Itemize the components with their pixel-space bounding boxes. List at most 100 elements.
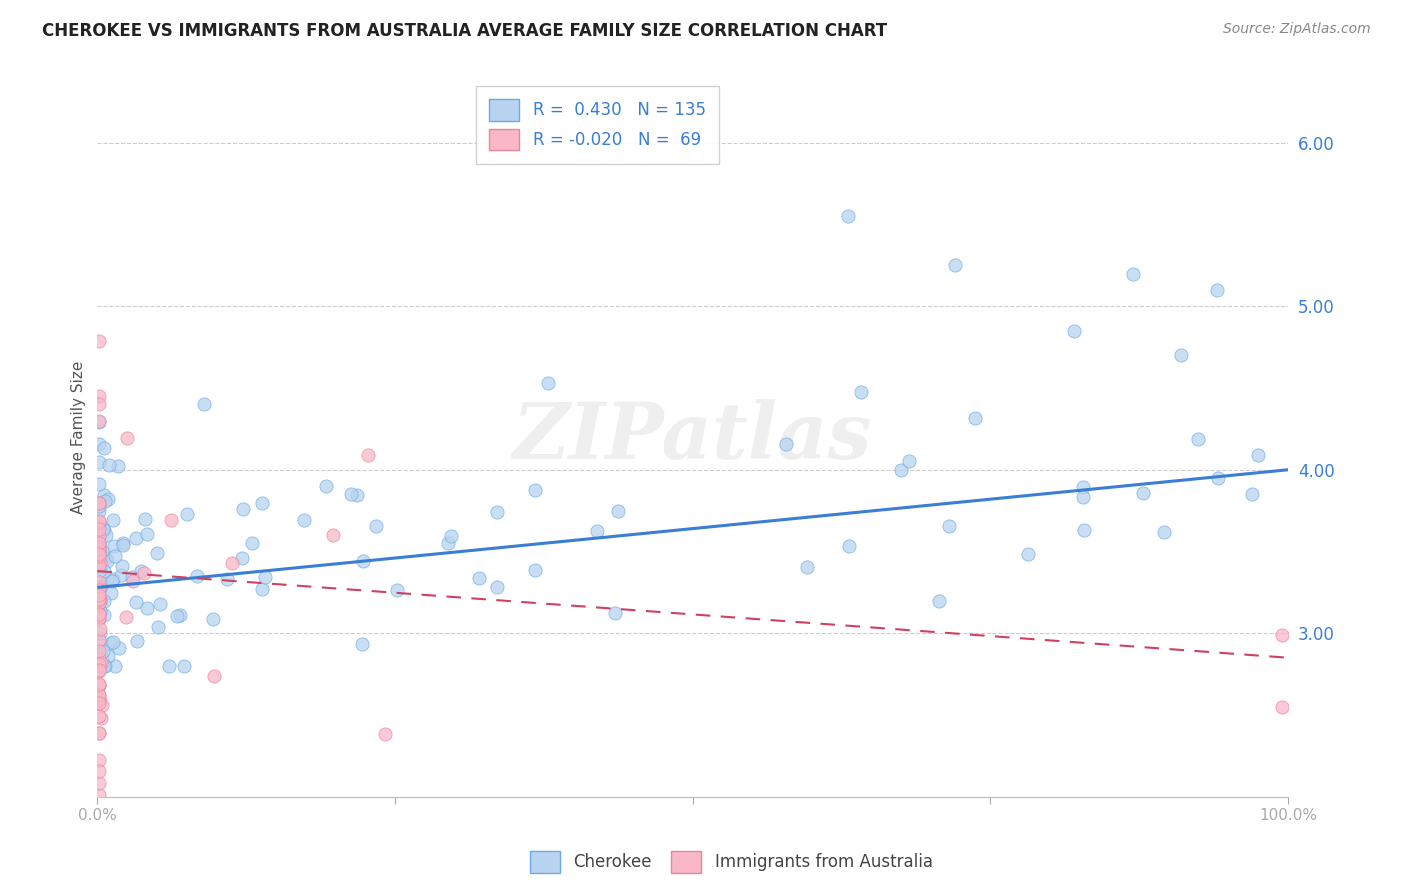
Point	[87, 607, 110, 622]
Point	[250, 495, 273, 509]
Point	[87, 646, 110, 660]
Point	[1271, 628, 1294, 642]
Y-axis label: Average Family Size: Average Family Size	[72, 360, 86, 514]
Point	[87, 558, 110, 573]
Point	[90, 579, 112, 593]
Point	[101, 574, 124, 588]
Point	[254, 570, 277, 584]
Point	[87, 536, 110, 550]
Point	[87, 547, 110, 561]
Point	[87, 612, 110, 626]
Point	[440, 529, 463, 543]
Point	[129, 564, 152, 578]
Point	[91, 650, 114, 665]
Point	[149, 597, 172, 611]
Point	[87, 753, 110, 767]
Point	[100, 636, 122, 650]
Point	[87, 334, 110, 348]
Point	[87, 581, 110, 595]
Legend: Cherokee, Immigrants from Australia: Cherokee, Immigrants from Australia	[523, 845, 939, 880]
Point	[87, 726, 110, 740]
Text: Source: ZipAtlas.com: Source: ZipAtlas.com	[1223, 22, 1371, 37]
Point	[96, 527, 118, 541]
Point	[93, 488, 115, 502]
Point	[346, 488, 368, 502]
Point	[87, 691, 110, 706]
Point	[98, 458, 121, 473]
Point	[387, 582, 409, 597]
Point	[87, 691, 110, 706]
Point	[89, 604, 111, 618]
Point	[364, 519, 387, 533]
Point	[87, 611, 110, 625]
Point	[1017, 548, 1039, 562]
Point	[125, 594, 148, 608]
Point	[356, 448, 378, 462]
Point	[87, 415, 110, 429]
Point	[89, 534, 111, 549]
Point	[87, 607, 110, 621]
Point	[87, 527, 110, 541]
Point	[89, 555, 111, 569]
Point	[90, 558, 112, 573]
Point	[87, 522, 110, 536]
Point	[523, 483, 546, 498]
Point	[173, 659, 195, 673]
Point	[103, 540, 125, 554]
Point	[352, 637, 374, 651]
Point	[87, 659, 110, 673]
Point	[938, 519, 960, 533]
Point	[87, 559, 110, 574]
Point	[486, 581, 509, 595]
Point	[87, 688, 110, 702]
Point	[96, 554, 118, 568]
Point	[176, 507, 198, 521]
Point	[89, 644, 111, 658]
Point	[96, 572, 118, 586]
Point	[928, 594, 950, 608]
Point	[134, 566, 156, 580]
Point	[107, 459, 129, 474]
Point	[87, 776, 110, 790]
Point	[374, 727, 396, 741]
Point	[1170, 348, 1192, 362]
Point	[87, 545, 110, 559]
Point	[87, 788, 110, 802]
Point	[87, 574, 110, 589]
Point	[87, 564, 110, 578]
Point	[87, 541, 110, 556]
Point	[315, 478, 337, 492]
Point	[87, 414, 110, 428]
Point	[87, 657, 110, 671]
Point	[87, 582, 110, 597]
Point	[101, 634, 124, 648]
Point	[89, 659, 111, 673]
Point	[87, 476, 110, 491]
Point	[112, 538, 135, 552]
Point	[87, 663, 110, 677]
Point	[91, 698, 114, 713]
Point	[91, 543, 114, 558]
Point	[1187, 432, 1209, 446]
Point	[87, 514, 110, 528]
Point	[87, 693, 110, 707]
Point	[1271, 699, 1294, 714]
Point	[104, 659, 127, 673]
Point	[125, 531, 148, 545]
Point	[87, 676, 110, 690]
Point	[87, 688, 110, 702]
Point	[87, 726, 110, 740]
Point	[97, 649, 120, 664]
Point	[93, 524, 115, 538]
Point	[898, 454, 921, 468]
Point	[87, 584, 110, 599]
Point	[160, 513, 183, 527]
Point	[87, 589, 110, 603]
Point	[91, 522, 114, 536]
Point	[87, 544, 110, 558]
Point	[91, 644, 114, 658]
Point	[94, 551, 117, 566]
Point	[1241, 487, 1264, 501]
Point	[90, 711, 112, 725]
Point	[87, 659, 110, 673]
